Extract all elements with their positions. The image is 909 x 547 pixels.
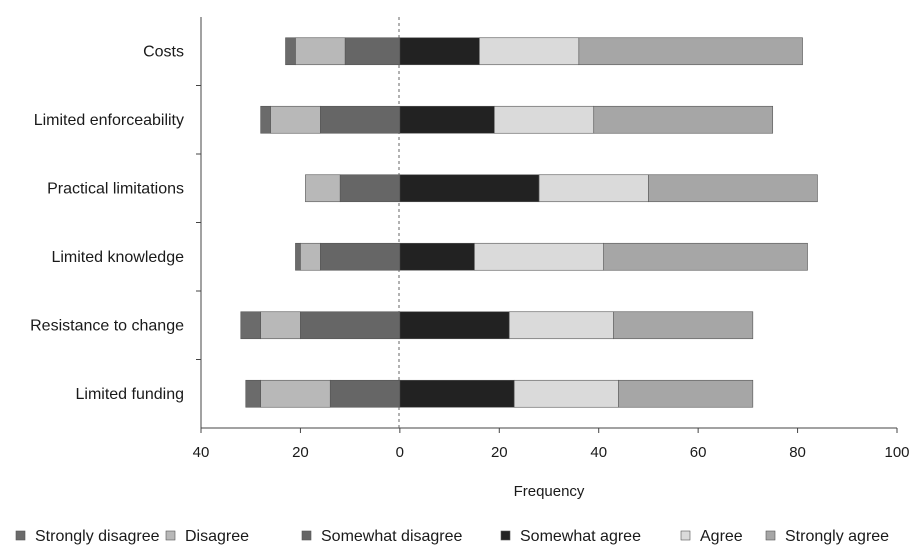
legend-swatch xyxy=(680,530,691,541)
legend-label: Somewhat agree xyxy=(520,528,641,545)
bar-segment xyxy=(260,379,331,408)
bar-segment xyxy=(300,311,401,340)
bar-segment xyxy=(270,105,321,134)
x-tick-label: 40 xyxy=(590,444,607,461)
legend-label: Disagree xyxy=(185,528,249,545)
x-ticks: 40 20 0 20 40 60 80 100 xyxy=(193,428,909,461)
bar-segment xyxy=(603,242,808,271)
bar-segment xyxy=(578,37,803,66)
x-tick-label: 100 xyxy=(884,444,909,461)
category-label: Limited knowledge xyxy=(51,249,184,266)
bar-segment xyxy=(300,242,321,271)
bar-segment xyxy=(339,174,401,203)
legend-swatch xyxy=(500,530,511,541)
bar-segment xyxy=(399,311,510,340)
x-tick-label: 0 xyxy=(396,444,404,461)
bar-segment xyxy=(260,105,271,134)
bar-segment xyxy=(329,379,401,408)
legend-swatch xyxy=(15,530,26,541)
bar-segment xyxy=(240,311,261,340)
legend-swatch xyxy=(765,530,776,541)
bar-segment xyxy=(399,242,475,271)
x-tick-label: 20 xyxy=(292,444,309,461)
bar-segment xyxy=(648,174,818,203)
bar-segment xyxy=(260,311,301,340)
category-label: Limited funding xyxy=(75,386,184,403)
bar-segment xyxy=(285,37,296,66)
category-label: Costs xyxy=(143,43,184,60)
bar-segment xyxy=(399,37,480,66)
bar-segment xyxy=(245,379,261,408)
bar-segment xyxy=(494,105,595,134)
bar-segment xyxy=(399,379,515,408)
bar-segment xyxy=(320,105,401,134)
legend-swatch xyxy=(165,530,176,541)
category-label: Limited enforceability xyxy=(34,112,184,129)
category-labels: Costs Limited enforceability Practical lim… xyxy=(30,43,184,403)
x-tick-label: 20 xyxy=(491,444,508,461)
bar-segment xyxy=(305,174,341,203)
bar-segment xyxy=(538,174,649,203)
bars xyxy=(240,37,818,408)
bar-segment xyxy=(399,105,495,134)
x-tick-label: 80 xyxy=(789,444,806,461)
x-tick-label: 40 xyxy=(193,444,210,461)
bar-segment xyxy=(399,174,540,203)
category-label: Practical limitations xyxy=(47,180,184,197)
bar-segment xyxy=(295,242,301,271)
legend: Strongly disagree Disagree Somewhat disagr… xyxy=(15,528,889,545)
bar-segment xyxy=(508,311,614,340)
x-tick-label: 60 xyxy=(690,444,707,461)
bar-segment xyxy=(618,379,754,408)
legend-label: Somewhat disagree xyxy=(321,528,463,545)
bar-segment xyxy=(593,105,774,134)
bar-segment xyxy=(613,311,754,340)
legend-swatch xyxy=(301,530,312,541)
legend-label: Strongly disagree xyxy=(35,528,160,545)
bar-segment xyxy=(479,37,580,66)
bar-segment xyxy=(320,242,401,271)
bar-segment xyxy=(513,379,619,408)
axes xyxy=(196,17,897,429)
legend-label: Strongly agree xyxy=(785,528,889,545)
category-label: Resistance to change xyxy=(30,317,184,334)
bar-segment xyxy=(344,37,401,66)
x-axis-title: Frequency xyxy=(514,483,585,500)
bar-segment xyxy=(474,242,604,271)
bar-segment xyxy=(295,37,346,66)
legend-label: Agree xyxy=(700,528,743,545)
